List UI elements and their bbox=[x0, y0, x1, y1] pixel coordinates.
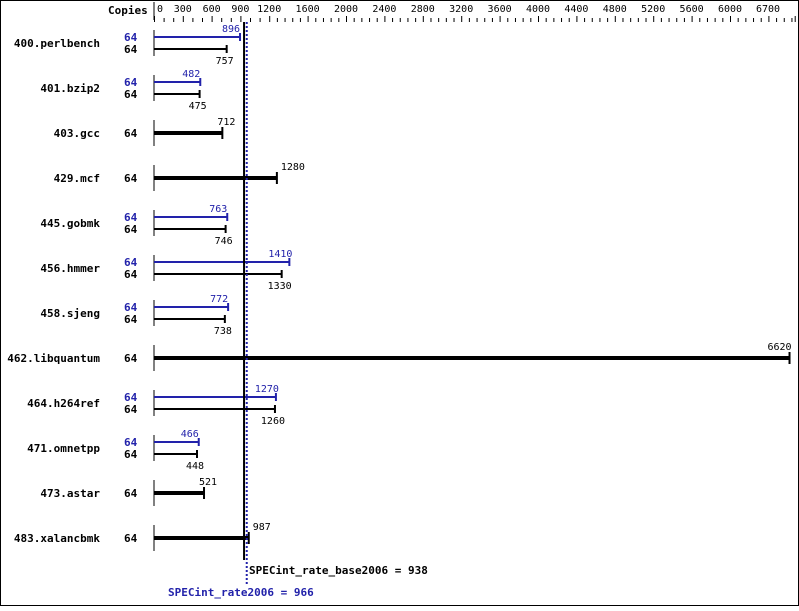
benchmark-label: 445.gobmk bbox=[40, 217, 100, 230]
base-copies: 64 bbox=[124, 172, 138, 185]
base-copies: 64 bbox=[124, 313, 138, 326]
x-tick-label: 6700 bbox=[756, 4, 780, 15]
base-copies: 64 bbox=[124, 403, 138, 416]
benchmark-label: 400.perlbench bbox=[14, 37, 100, 50]
peak-copies: 64 bbox=[124, 436, 138, 449]
peak-value-label: 896 bbox=[222, 24, 240, 35]
peak-value-label: 1410 bbox=[268, 249, 292, 260]
base-copies: 64 bbox=[124, 448, 138, 461]
benchmark-label: 403.gcc bbox=[54, 127, 100, 140]
peak-copies: 64 bbox=[124, 31, 138, 44]
benchmark-label: 429.mcf bbox=[54, 172, 100, 185]
peak-value-label: 466 bbox=[181, 429, 199, 440]
x-tick-label: 2400 bbox=[372, 4, 396, 15]
x-tick-label: 5200 bbox=[641, 4, 665, 15]
peak-copies: 64 bbox=[124, 76, 138, 89]
peak-copies: 64 bbox=[124, 211, 138, 224]
base-value-label: 746 bbox=[215, 236, 233, 247]
peak-copies: 64 bbox=[124, 391, 138, 404]
x-tick-label: 6000 bbox=[718, 4, 742, 15]
base-value-label: 987 bbox=[253, 522, 271, 533]
base-copies: 64 bbox=[124, 127, 138, 140]
benchmark-label: 471.omnetpp bbox=[27, 442, 100, 455]
x-tick-label: 1600 bbox=[296, 4, 320, 15]
base-copies: 64 bbox=[124, 268, 138, 281]
base-value-label: 475 bbox=[189, 101, 207, 112]
x-tick-label: 600 bbox=[203, 4, 221, 15]
peak-value-label: 763 bbox=[209, 204, 227, 215]
copies-header: Copies bbox=[108, 4, 148, 17]
base-copies: 64 bbox=[124, 487, 138, 500]
base-copies: 64 bbox=[124, 223, 138, 236]
base-value-label: 1280 bbox=[281, 162, 305, 173]
base-value-label: 1260 bbox=[261, 416, 285, 427]
peak-value-label: 1270 bbox=[255, 384, 279, 395]
x-tick-label: 0 bbox=[157, 4, 163, 15]
base-value-label: 448 bbox=[186, 461, 204, 472]
base-copies: 64 bbox=[124, 352, 138, 365]
x-tick-label: 4800 bbox=[603, 4, 627, 15]
benchmark-label: 456.hmmer bbox=[40, 262, 100, 275]
peak-value-label: 772 bbox=[210, 294, 228, 305]
base-copies: 64 bbox=[124, 43, 138, 56]
base-copies: 64 bbox=[124, 88, 138, 101]
x-tick-label: 900 bbox=[231, 4, 249, 15]
x-tick-label: 2800 bbox=[411, 4, 435, 15]
base-value-label: 712 bbox=[217, 117, 235, 128]
benchmark-label: 473.astar bbox=[40, 487, 100, 500]
benchmark-label: 483.xalancbmk bbox=[14, 532, 100, 545]
base-value-label: 1330 bbox=[268, 281, 292, 292]
benchmark-label: 458.sjeng bbox=[40, 307, 100, 320]
x-tick-label: 4400 bbox=[564, 4, 588, 15]
peak-value-label: 482 bbox=[182, 69, 200, 80]
base-value-label: 757 bbox=[216, 56, 234, 67]
x-tick-label: 5600 bbox=[680, 4, 704, 15]
benchmark-label: 401.bzip2 bbox=[40, 82, 100, 95]
base-copies: 64 bbox=[124, 532, 138, 545]
peak-copies: 64 bbox=[124, 301, 138, 314]
peak-mean-label: SPECint_rate2006 = 966 bbox=[168, 586, 314, 599]
base-value-label: 521 bbox=[199, 477, 217, 488]
x-tick-label: 3200 bbox=[449, 4, 473, 15]
base-value-label: 738 bbox=[214, 326, 232, 337]
peak-copies: 64 bbox=[124, 256, 138, 269]
x-tick-label: 3600 bbox=[488, 4, 512, 15]
benchmark-label: 462.libquantum bbox=[7, 352, 100, 365]
x-tick-label: 300 bbox=[174, 4, 192, 15]
x-tick-label: 2000 bbox=[334, 4, 358, 15]
benchmark-label: 464.h264ref bbox=[27, 397, 100, 410]
x-tick-label: 1200 bbox=[257, 4, 281, 15]
base-mean-label: SPECint_rate_base2006 = 938 bbox=[249, 564, 428, 577]
x-tick-label: 4000 bbox=[526, 4, 550, 15]
base-value-label: 6620 bbox=[767, 342, 791, 353]
